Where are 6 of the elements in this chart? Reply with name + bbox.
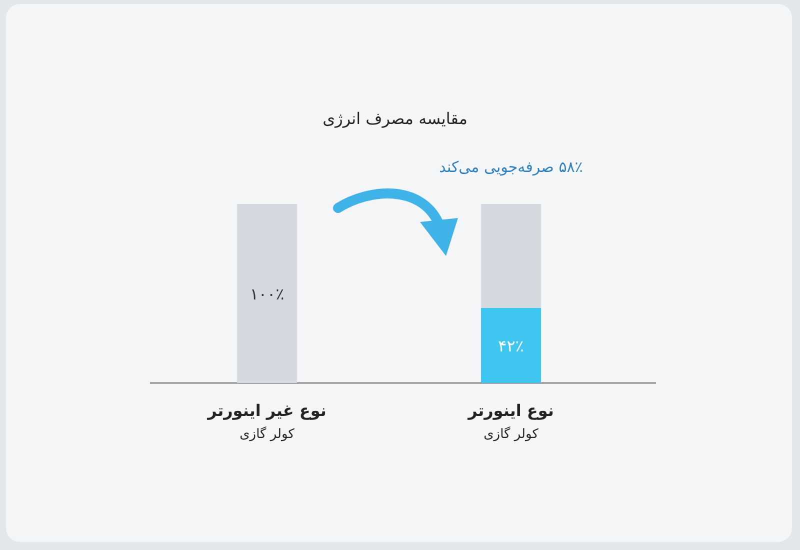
data-label: ۱۰۰٪ bbox=[250, 284, 284, 304]
x-tick-label: نوع غیر اینورتر کولر گازی bbox=[206, 401, 326, 442]
text: ۵۸٪ صرفه‌جویی می‌کند bbox=[439, 158, 583, 176]
chart-title: مقایسه مصرف انرژی bbox=[322, 109, 468, 128]
x-tick-label: نوع اینورتر کولر گازی bbox=[467, 401, 554, 442]
data-label: ۴۲٪ bbox=[498, 336, 524, 356]
